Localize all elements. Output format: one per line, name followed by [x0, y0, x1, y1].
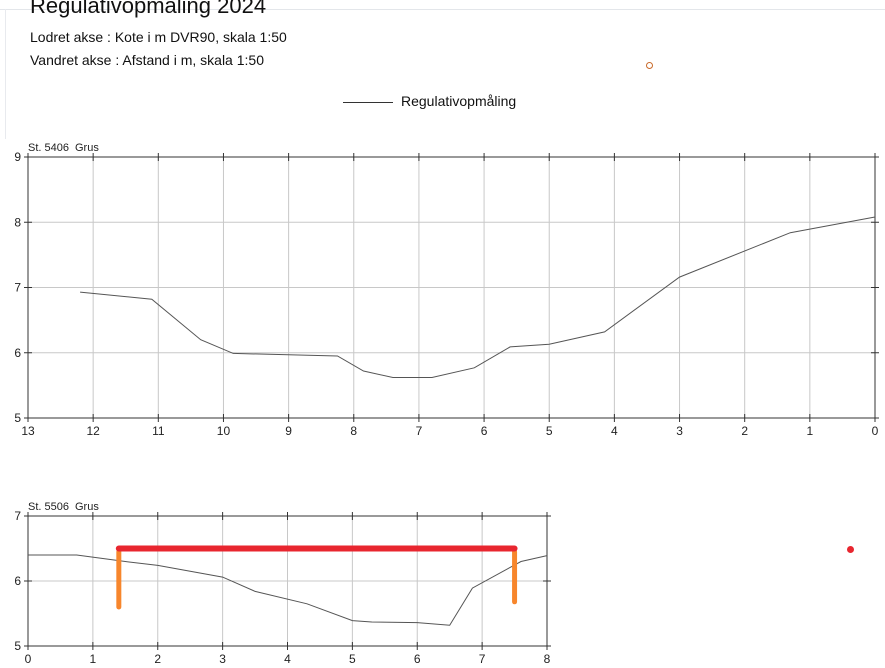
x-tick-label: 3 — [219, 652, 226, 666]
x-tick-label: 3 — [676, 424, 683, 438]
red-marker-dot — [847, 546, 854, 553]
y-tick-label: 8 — [14, 215, 21, 229]
x-tick-label: 1 — [807, 424, 814, 438]
window-top-border — [0, 9, 885, 10]
vertical-axis-description: Lodret akse : Kote i m DVR90, skala 1:50 — [30, 29, 287, 45]
x-tick-label: 8 — [350, 424, 357, 438]
y-tick-label: 5 — [14, 411, 21, 425]
station-label: St. 5406 — [28, 142, 69, 154]
x-tick-label: 2 — [741, 424, 748, 438]
x-tick-label: 7 — [479, 652, 486, 666]
series-line-regulativopmaaling — [80, 216, 876, 378]
x-tick-label: 5 — [349, 652, 356, 666]
x-tick-label: 0 — [25, 652, 32, 666]
window-left-border — [5, 9, 6, 139]
horizontal-axis-description: Vandret akse : Afstand i m, skala 1:50 — [30, 52, 264, 68]
page-title: Regulativopmåling 2024 — [30, 0, 267, 18]
legend-label: Regulativopmåling — [401, 93, 517, 109]
material-label: Grus — [75, 142, 99, 154]
x-tick-label: 6 — [414, 652, 421, 666]
y-tick-label: 7 — [14, 509, 21, 523]
y-tick-label: 7 — [14, 281, 21, 295]
plot-frame — [27, 156, 876, 419]
y-tick-label: 9 — [14, 150, 21, 164]
series-line-regulativopmaaling — [28, 554, 548, 626]
x-tick-label: 2 — [154, 652, 161, 666]
x-tick-label: 4 — [611, 424, 618, 438]
legend-line-swatch — [343, 102, 393, 103]
y-tick-label: 6 — [14, 346, 21, 360]
x-tick-label: 6 — [481, 424, 488, 438]
station-label: St. 5506 — [28, 501, 69, 513]
x-tick-label: 1 — [90, 652, 97, 666]
x-tick-label: 10 — [217, 424, 231, 438]
x-tick-label: 11 — [152, 424, 165, 438]
small-marker-dot — [646, 62, 653, 69]
x-tick-label: 9 — [285, 424, 292, 438]
x-tick-label: 8 — [544, 652, 551, 666]
x-tick-label: 0 — [872, 424, 879, 438]
x-tick-label: 5 — [546, 424, 553, 438]
x-tick-label: 12 — [86, 424, 100, 438]
x-tick-label: 4 — [284, 652, 291, 666]
plot-frame — [27, 515, 548, 647]
x-tick-label: 13 — [21, 424, 35, 438]
y-tick-label: 6 — [14, 574, 21, 588]
x-tick-label: 7 — [416, 424, 423, 438]
y-tick-label: 5 — [14, 639, 21, 653]
material-label: Grus — [75, 501, 99, 513]
